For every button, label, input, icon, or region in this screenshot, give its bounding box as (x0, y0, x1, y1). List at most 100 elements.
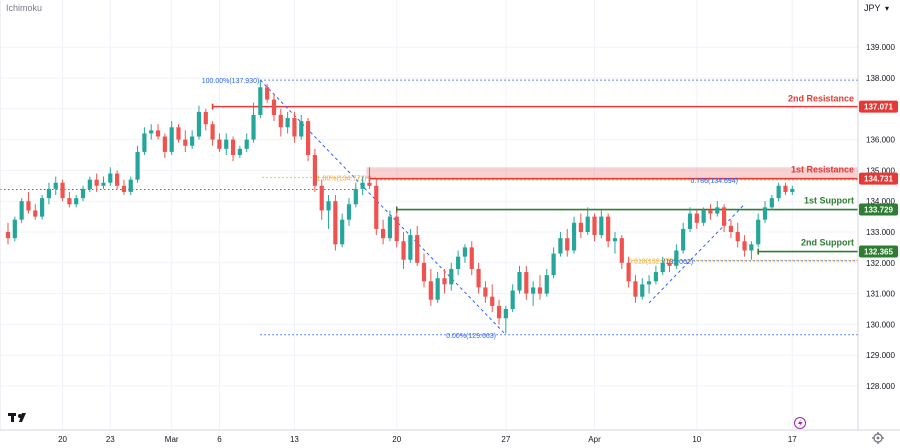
candle-body (442, 278, 447, 285)
candle-body (115, 173, 120, 186)
candle-body (701, 210, 706, 223)
price-tag-label: 137.071 (864, 103, 893, 112)
candle-body (101, 182, 106, 186)
time-tick: Apr (588, 435, 601, 444)
level-label: 1st Resistance (791, 165, 854, 175)
time-tick: Mar (165, 435, 179, 444)
candle-body (483, 287, 488, 297)
time-axis[interactable]: 20 23 Mar 6 13 20 27 Apr 10 17 (58, 435, 797, 444)
candle-body (299, 121, 304, 137)
level-label: 2nd Resistance (788, 94, 854, 104)
candle-body (626, 262, 631, 282)
candle-body (292, 118, 297, 137)
candle-body (653, 272, 658, 282)
candle-body (551, 253, 556, 276)
price-tag (859, 245, 898, 258)
candle-body (346, 204, 352, 220)
fib-label: 100.00%(137.930) (202, 78, 260, 85)
price-tick: 135.000 (866, 166, 895, 175)
candle-body (592, 216, 597, 236)
time-tick: 27 (501, 435, 510, 444)
candle-body (244, 139, 249, 149)
candle-body (517, 272, 522, 291)
candle-body (674, 250, 679, 266)
candle-body (305, 121, 311, 155)
indicator-label[interactable]: Ichimoku (6, 3, 42, 13)
price-tick: 131.000 (866, 290, 895, 299)
candle-body (435, 278, 440, 300)
fib-trendline-1 (259, 79, 507, 336)
tradingview-logo-icon[interactable] (8, 413, 26, 422)
candle-body (667, 262, 672, 266)
candle-body (381, 228, 386, 239)
candle-body (128, 179, 133, 192)
candles (5, 81, 795, 334)
candle-body (790, 188, 795, 192)
candle-body (278, 114, 283, 128)
candle-body (60, 182, 65, 199)
price-tick: 130.000 (866, 320, 895, 329)
price-tag-label: 134.731 (864, 175, 893, 184)
candle-body (612, 238, 618, 242)
candle-body (783, 185, 788, 192)
candle-body (217, 139, 222, 149)
candle-body (565, 238, 570, 251)
price-tick: 128.000 (866, 382, 895, 391)
candle-body (633, 281, 638, 297)
candle-body (476, 268, 481, 288)
candle-body (196, 111, 202, 137)
candle-body (46, 188, 52, 199)
candle-body (599, 216, 604, 236)
price-tick: 139.000 (866, 43, 895, 52)
price-tag (859, 203, 898, 216)
candle-body (258, 87, 263, 115)
candle-body (735, 232, 740, 242)
candle-body (367, 182, 372, 186)
resistance-zone (366, 167, 858, 179)
candle-body (394, 216, 399, 242)
candle-body (558, 238, 563, 254)
currency-label[interactable]: JPY (864, 3, 881, 13)
chevron-down-icon[interactable]: ▾ (885, 4, 889, 13)
fib-label: 61.80%(134.772) (313, 175, 367, 182)
candle-body (510, 290, 515, 309)
price-tick: 129.000 (866, 351, 895, 360)
candle-body (537, 287, 543, 294)
candle-body (585, 216, 590, 232)
candle-body (722, 207, 727, 226)
price-tick: 136.000 (866, 136, 895, 145)
candle-body (53, 182, 58, 189)
candle-body (333, 201, 338, 245)
gear-icon[interactable] (872, 432, 884, 444)
candle-body (87, 179, 92, 189)
candle-body (271, 99, 277, 115)
time-tick: 10 (692, 435, 701, 444)
level-price-tags: 137.071 134.731 133.729 132.365 (859, 100, 898, 258)
price-tag (859, 100, 898, 113)
candle-body (769, 198, 774, 208)
level-label: 2nd Support (801, 238, 854, 248)
candle-body (660, 262, 665, 273)
time-tick: 6 (217, 435, 222, 444)
candle-body (749, 244, 754, 251)
candle-body (251, 114, 256, 140)
time-tick: 20 (58, 435, 67, 444)
time-tick: 13 (290, 435, 299, 444)
candle-body (203, 111, 208, 125)
candle-body (742, 241, 747, 251)
candle-body (326, 201, 331, 211)
candle-body (524, 272, 529, 294)
candle-body (578, 222, 583, 232)
candle-body (210, 124, 215, 140)
candle-body (40, 198, 45, 217)
candle-body (421, 262, 427, 282)
fib-label: 0.786(134.694) (691, 178, 738, 185)
lightning-icon[interactable] (794, 417, 806, 429)
candle-body (708, 210, 713, 214)
level-label: 1st Support (804, 196, 854, 206)
fib-label: 0.00%(129.663) (446, 333, 496, 340)
price-tick: 132.000 (866, 259, 895, 268)
candle-body (531, 287, 536, 294)
